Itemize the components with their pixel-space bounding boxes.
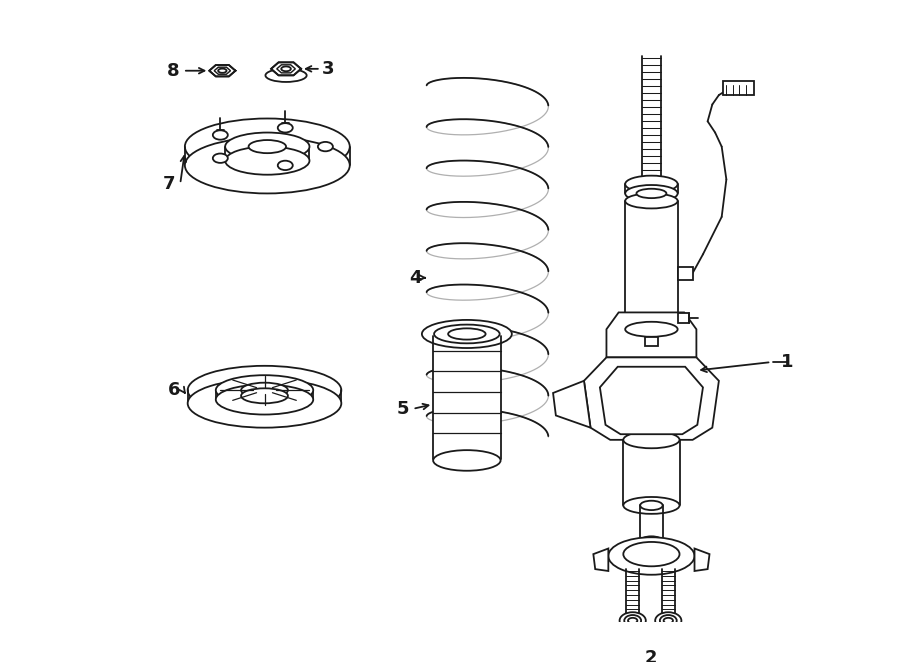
Polygon shape bbox=[209, 65, 236, 76]
Ellipse shape bbox=[636, 189, 666, 198]
Ellipse shape bbox=[628, 618, 637, 624]
Polygon shape bbox=[271, 62, 301, 75]
Ellipse shape bbox=[655, 612, 681, 629]
Ellipse shape bbox=[624, 542, 680, 566]
Polygon shape bbox=[214, 68, 230, 74]
Polygon shape bbox=[277, 65, 295, 73]
Polygon shape bbox=[584, 357, 719, 440]
Ellipse shape bbox=[241, 389, 288, 403]
Ellipse shape bbox=[433, 450, 500, 471]
Ellipse shape bbox=[278, 123, 293, 132]
Ellipse shape bbox=[212, 130, 228, 140]
Polygon shape bbox=[600, 367, 703, 434]
Ellipse shape bbox=[626, 193, 678, 209]
Polygon shape bbox=[554, 381, 590, 428]
Ellipse shape bbox=[626, 322, 678, 337]
Ellipse shape bbox=[660, 615, 677, 626]
Ellipse shape bbox=[626, 175, 678, 193]
Ellipse shape bbox=[640, 500, 662, 510]
Bar bbox=[626, 201, 678, 329]
Ellipse shape bbox=[640, 536, 662, 545]
Ellipse shape bbox=[248, 140, 286, 153]
Text: 7: 7 bbox=[163, 175, 176, 193]
Ellipse shape bbox=[448, 328, 486, 340]
Ellipse shape bbox=[624, 432, 680, 448]
Ellipse shape bbox=[625, 615, 641, 626]
Ellipse shape bbox=[278, 161, 293, 170]
Text: 5: 5 bbox=[397, 400, 410, 418]
Ellipse shape bbox=[663, 618, 673, 624]
Text: 1: 1 bbox=[781, 353, 794, 371]
Ellipse shape bbox=[624, 497, 680, 514]
Ellipse shape bbox=[184, 118, 350, 175]
Ellipse shape bbox=[318, 142, 333, 152]
Polygon shape bbox=[678, 267, 693, 279]
Ellipse shape bbox=[216, 385, 313, 414]
Ellipse shape bbox=[422, 320, 512, 348]
Ellipse shape bbox=[225, 146, 310, 175]
Text: 3: 3 bbox=[322, 60, 335, 78]
Ellipse shape bbox=[434, 324, 500, 344]
Text: 4: 4 bbox=[410, 269, 421, 287]
Polygon shape bbox=[607, 312, 697, 357]
Ellipse shape bbox=[619, 612, 646, 629]
Ellipse shape bbox=[184, 137, 350, 193]
Ellipse shape bbox=[188, 366, 341, 414]
Ellipse shape bbox=[266, 69, 307, 82]
Bar bbox=[433, 336, 500, 459]
Polygon shape bbox=[593, 549, 608, 571]
Ellipse shape bbox=[608, 538, 695, 575]
Ellipse shape bbox=[225, 132, 310, 161]
Ellipse shape bbox=[188, 379, 341, 428]
Polygon shape bbox=[695, 549, 709, 571]
Polygon shape bbox=[678, 313, 688, 323]
Ellipse shape bbox=[241, 383, 288, 398]
Polygon shape bbox=[723, 81, 754, 95]
Bar bbox=[645, 337, 658, 346]
Text: 6: 6 bbox=[167, 381, 180, 399]
Bar bbox=[640, 505, 662, 541]
Ellipse shape bbox=[218, 69, 227, 73]
Bar bbox=[624, 440, 680, 505]
Ellipse shape bbox=[216, 375, 313, 405]
Ellipse shape bbox=[212, 154, 228, 163]
Ellipse shape bbox=[626, 185, 678, 202]
Ellipse shape bbox=[282, 66, 291, 71]
Text: 8: 8 bbox=[167, 62, 180, 79]
Text: 2: 2 bbox=[644, 649, 657, 662]
